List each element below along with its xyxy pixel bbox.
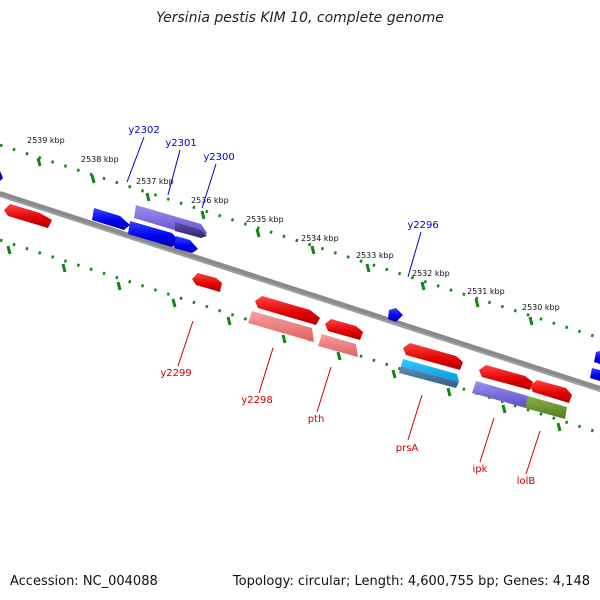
tick-label: 2532 kbp — [412, 269, 450, 278]
leader-line-ipk — [479, 417, 495, 463]
gene-arrow-far-left[interactable] — [4, 204, 52, 228]
gene-arrow-edge-1[interactable] — [594, 351, 600, 364]
leader-line-y2300 — [201, 163, 217, 209]
tick-marks — [6, 157, 562, 432]
leader-line-pth — [316, 366, 332, 413]
genome-backbone — [0, 191, 600, 390]
map-title: Yersinia pestis KIM 10, complete genome — [156, 10, 444, 26]
leader-line-y2296 — [407, 231, 422, 278]
gene-arrow-y2296[interactable] — [388, 308, 403, 322]
genome-summary-text: Topology: circular; Length: 4,600,755 bp… — [232, 574, 590, 589]
gene-arrow-partial[interactable] — [0, 171, 3, 181]
gene-label-pth[interactable]: pth — [308, 414, 325, 425]
leader-line-y2298 — [258, 347, 274, 394]
gene-arrow-prsA-upper[interactable] — [403, 343, 463, 370]
leader-line-y2302 — [126, 136, 145, 183]
tick-label: 2536 kbp — [191, 196, 229, 205]
tick-label: 2537 kbp — [136, 177, 174, 186]
gene-arrow-ipk-lower[interactable] — [472, 381, 528, 408]
gene-arrow-lolB-lower[interactable] — [525, 396, 567, 419]
gene-arrow-lolB-upper[interactable] — [530, 380, 572, 403]
gene-label-lolB[interactable]: lolB — [517, 476, 536, 487]
gene-arrow-y2300[interactable] — [174, 236, 198, 253]
leader-line-y2299 — [177, 320, 194, 367]
gene-label-y2301[interactable]: y2301 — [165, 138, 196, 149]
gene-arrow-prsA-lower[interactable] — [399, 366, 459, 388]
gene-label-y2300[interactable]: y2300 — [203, 152, 234, 163]
gene-arrow-pth-lower[interactable] — [318, 334, 358, 357]
reverse-strand-genes — [4, 204, 572, 419]
gene-label-ipk[interactable]: ipk — [473, 464, 488, 475]
gene-arrow-y2302[interactable] — [92, 208, 130, 230]
gene-arrow-edge-2[interactable] — [590, 368, 600, 381]
gene-arrow-y2298-upper[interactable] — [255, 296, 320, 325]
accession-text: Accession: NC_004088 — [10, 574, 158, 589]
gene-label-prsA[interactable]: prsA — [396, 443, 419, 454]
tick-label: 2531 kbp — [467, 287, 505, 296]
gene-label-y2298[interactable]: y2298 — [241, 395, 272, 406]
leader-line-y2301 — [167, 149, 181, 196]
gene-arrow-y2300-segment[interactable] — [175, 222, 207, 238]
tick-label: 2538 kbp — [81, 155, 119, 164]
tick-label: 2530 kbp — [522, 303, 560, 312]
forward-strand-genes — [0, 171, 600, 381]
gene-arrow-y2301-lower[interactable] — [128, 221, 180, 247]
tick-label: 2535 kbp — [246, 215, 284, 224]
gene-arrow-prsA-middle[interactable] — [401, 359, 459, 382]
gene-arrow-ipk-upper[interactable] — [479, 365, 533, 390]
tick-label: 2533 kbp — [356, 251, 394, 260]
leader-line-prsA — [407, 394, 423, 441]
gene-label-y2299[interactable]: y2299 — [160, 368, 191, 379]
gene-arrow-y2299[interactable] — [192, 273, 222, 292]
gene-label-y2302[interactable]: y2302 — [128, 125, 159, 136]
tick-label: 2539 kbp — [27, 136, 65, 145]
gene-label-y2296[interactable]: y2296 — [407, 220, 438, 231]
tick-label: 2534 kbp — [301, 234, 339, 243]
gene-arrow-y2298-lower[interactable] — [248, 311, 314, 342]
leader-line-lolB — [525, 430, 541, 475]
gene-arrow-pth-upper[interactable] — [325, 319, 363, 340]
